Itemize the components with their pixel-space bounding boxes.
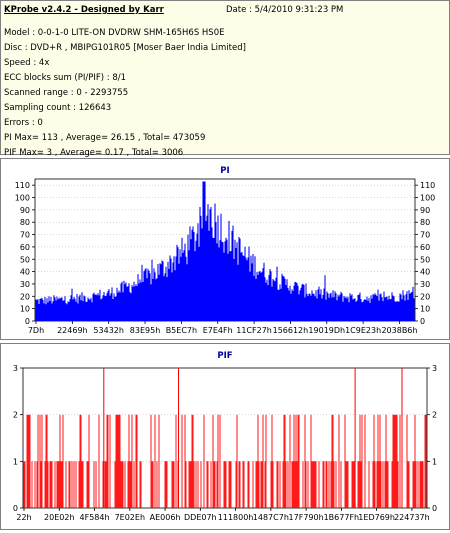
pi-ytick-label-left: 70	[20, 231, 30, 240]
pi-ytick-label-right: 60	[420, 243, 430, 252]
pif-xtick-label: 1487C7h	[253, 513, 289, 522]
pi-ytick-label-right: 90	[420, 206, 430, 215]
pif-ytick-label-left: 0	[13, 504, 18, 513]
pif-ytick-label-right: 2	[432, 411, 437, 420]
scan-info-panel: KProbe v2.4.2 - Designed by Karr Date : …	[0, 0, 450, 158]
info-pif-stats: PIF Max= 3 , Average= 0.17 , Total= 3006	[4, 148, 184, 158]
pi-ytick-label-right: 10	[420, 305, 430, 314]
scan-date: Date : 5/4/2010 9:31:23 PM	[226, 5, 344, 15]
pi-ytick-label-right: 0	[420, 317, 425, 326]
info-errors: Errors : 0	[4, 118, 43, 128]
pi-xtick-label: 2038B6h	[381, 326, 417, 335]
pif-xtick-label: 7E02Eh	[115, 513, 145, 522]
pi-xtick-label: 1C9E23h	[345, 326, 381, 335]
info-pi-stats: PI Max= 113 , Average= 26.15 , Total= 47…	[4, 133, 206, 143]
pi-ytick-label-left: 40	[20, 268, 30, 277]
pif-xtick-label: 17F790h	[289, 513, 324, 522]
info-model: Model : 0-0-1-0 LITE-ON DVDRW SHM-165H6S…	[4, 28, 225, 38]
pif-xtick-label: AE006h	[150, 513, 181, 522]
pi-xtick-label: 22469h	[57, 326, 88, 335]
pi-xtick-label: 53432h	[93, 326, 124, 335]
pi-ytick-label-left: 10	[20, 305, 30, 314]
pi-chart: PI 0 0 10 10 20 20 30 30 40 40 50 50 60 60 70 70 80 80 90 90…	[15, 166, 436, 335]
pi-ytick-label-right: 100	[420, 194, 435, 203]
pi-ytick-label-left: 100	[15, 194, 30, 203]
pif-xtick-label: 20E02h	[44, 513, 74, 522]
pi-xtick-label: B5EC7h	[166, 326, 197, 335]
pi-ytick-label-right: 70	[420, 231, 430, 240]
pi-ytick-label-left: 60	[20, 243, 30, 252]
pi-xtick-label: E7E4Fh	[203, 326, 233, 335]
pif-xtick-label: 1ED769h	[358, 513, 395, 522]
info-disc: Disc : DVD+R , MBIPG101R05 [Moser Baer I…	[4, 43, 246, 53]
pi-bars	[35, 181, 415, 321]
pi-ytick-label-right: 40	[420, 268, 430, 277]
pi-ytick-label-right: 50	[420, 255, 430, 264]
pif-ytick-label-left: 1	[13, 457, 18, 466]
pi-ytick-label-left: 20	[20, 292, 30, 301]
pi-ytick-label-right: 30	[420, 280, 430, 289]
pif-chart: PIF 0 0 1 1 2 2 3 3 22h 20E02h 4F584h 7E02Eh AE006h DD…	[13, 351, 437, 522]
pif-chart-panel: PIF 0 0 1 1 2 2 3 3 22h 20E02h 4F584h 7E02Eh AE006h DD…	[0, 343, 450, 530]
pif-ytick-label-left: 3	[13, 364, 18, 373]
pif-chart-title: PIF	[217, 351, 232, 361]
pi-xtick-label: 83E95h	[130, 326, 160, 335]
pif-xtick-label: 4F584h	[80, 513, 110, 522]
pi-ytick-label-left: 30	[20, 280, 30, 289]
pi-xtick-label: 156612h	[273, 326, 309, 335]
pi-chart-title: PI	[220, 166, 229, 176]
pif-xtick-label: 111800h	[218, 513, 254, 522]
pif-max-spikes	[103, 368, 403, 508]
pi-xtick-label: 19019Dh	[308, 326, 345, 335]
pi-ytick-label-left: 50	[20, 255, 30, 264]
info-ecc: ECC blocks sum (PI/PIF) : 8/1	[4, 73, 127, 83]
info-speed: Speed : 4x	[4, 58, 50, 68]
pi-chart-panel: PI 0 0 10 10 20 20 30 30 40 40 50 50 60 60 70 70 80 80 90 90…	[0, 158, 450, 340]
pi-ytick-label-left: 80	[20, 218, 30, 227]
pi-ytick-label-left: 90	[20, 206, 30, 215]
pif-xtick-label: 224737h	[394, 513, 430, 522]
pi-ytick-label-left: 0	[25, 317, 30, 326]
pi-ytick-label-right: 20	[420, 292, 430, 301]
pif-ytick-label-right: 0	[432, 504, 437, 513]
pi-ytick-label-left: 110	[15, 181, 30, 190]
pif-ytick-label-left: 2	[13, 411, 18, 420]
info-sampling: Sampling count : 126643	[4, 103, 112, 113]
pif-xtick-label: 1B677Fh	[324, 513, 360, 522]
pi-ytick-label-right: 80	[420, 218, 430, 227]
pif-xtick-label: 22h	[16, 513, 31, 522]
pi-ytick-label-right: 110	[420, 181, 435, 190]
pi-xtick-label: 7Dh	[28, 326, 44, 335]
pif-bars	[23, 414, 427, 508]
pi-xtick-label: 11CF27h	[236, 326, 272, 335]
info-range: Scanned range : 0 - 2293755	[4, 88, 129, 98]
pif-xtick-label: DDE07h	[184, 513, 217, 522]
pif-ytick-label-right: 1	[432, 457, 437, 466]
app-title: KProbe v2.4.2 - Designed by Karr	[4, 5, 164, 15]
pif-ytick-label-right: 3	[432, 364, 437, 373]
